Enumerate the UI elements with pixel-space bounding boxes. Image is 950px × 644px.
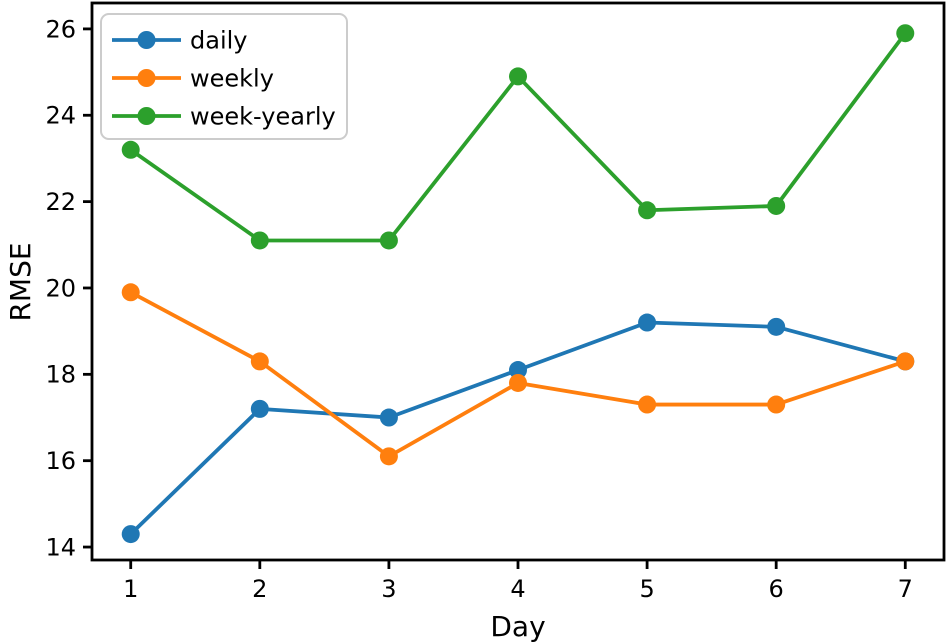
legend-marker-week-yearly [137,107,156,125]
axes-spines [90,1,946,562]
series-week-yearly [121,24,915,250]
data-point-week-yearly-day-2 [250,231,269,250]
y-axis-label: RMSE [4,242,37,321]
legend-marker-daily [137,31,156,49]
y-tick-label: 18 [45,361,76,389]
y-tick-label: 16 [45,447,76,475]
data-point-week-yearly-day-7 [896,24,915,43]
legend-label-week-yearly: week-yearly [190,102,336,130]
legend-box [100,13,348,140]
data-point-daily-day-3 [379,408,398,427]
legend: daily weekly week-yearly [100,13,348,140]
y-tick-label: 26 [45,15,76,43]
y-axis: 14 16 18 20 22 24 26 [45,15,92,561]
x-tick-label: 7 [898,575,913,603]
x-tick-label: 3 [381,575,396,603]
data-point-week-yearly-day-6 [767,196,786,215]
legend-entry-week-yearly: week-yearly [112,102,336,130]
data-point-week-yearly-day-4 [509,67,527,86]
data-point-weekly-day-1 [121,283,140,302]
data-point-week-yearly-day-1 [121,140,140,159]
x-tick-label: 1 [123,575,138,603]
data-point-weekly-day-2 [250,352,269,371]
data-point-weekly-day-4 [509,373,527,392]
data-point-week-yearly-day-5 [638,201,657,220]
data-point-weekly-day-5 [638,395,657,414]
x-tick-label: 4 [510,575,525,603]
data-point-daily-day-1 [121,525,140,544]
series-weekly [121,283,915,466]
data-point-weekly-day-7 [896,352,915,371]
y-tick-label: 14 [45,533,76,561]
legend-label-daily: daily [190,26,247,54]
x-tick-label: 6 [769,575,784,603]
x-tick-label: 2 [252,575,267,603]
data-point-weekly-day-3 [379,447,398,466]
data-point-daily-day-6 [767,317,786,336]
legend-entry-daily: daily [112,26,247,54]
y-tick-label: 20 [45,274,76,302]
data-point-daily-day-4 [509,361,527,380]
data-point-daily-day-2 [250,399,269,418]
legend-entry-weekly: weekly [112,64,274,92]
x-tick-label: 5 [639,575,654,603]
y-tick-label: 22 [45,188,76,216]
data-point-week-yearly-day-3 [379,231,398,250]
data-point-weekly-day-6 [767,395,786,414]
x-axis-label: Day [490,610,545,643]
legend-label-weekly: weekly [190,64,274,92]
x-axis: 1 2 3 4 5 6 7 [123,560,913,603]
data-point-daily-day-5 [638,313,657,332]
legend-marker-weekly [137,69,156,87]
y-tick-label: 24 [45,102,76,130]
